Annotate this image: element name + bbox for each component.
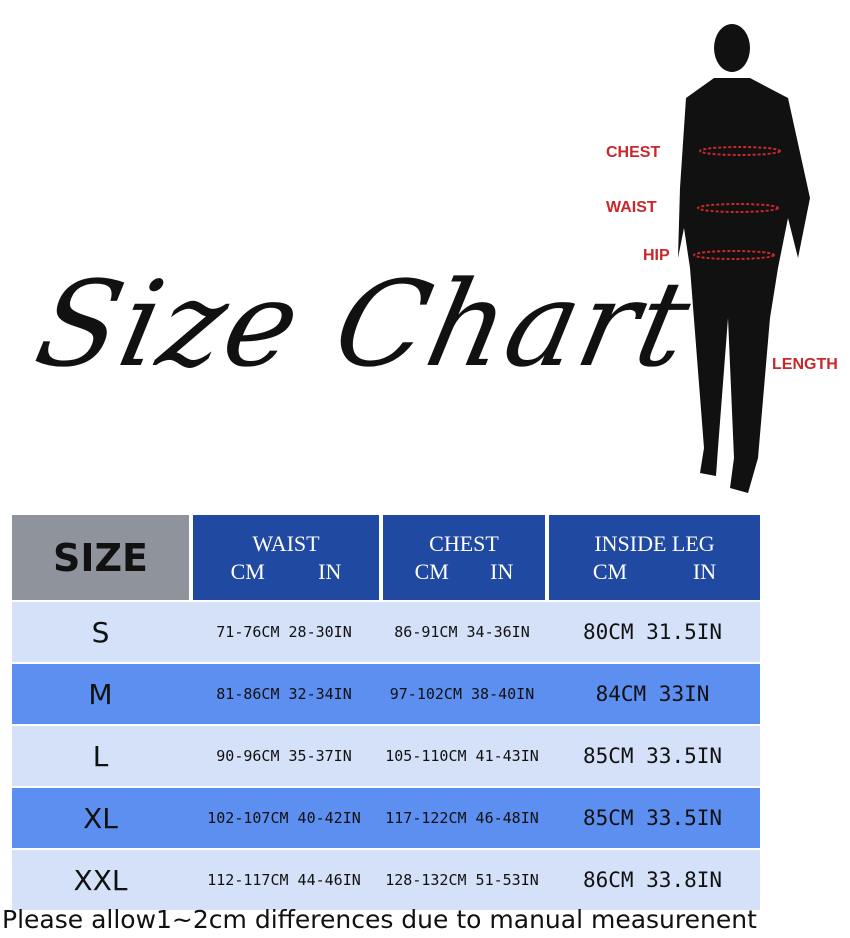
table-row: XL 102-107CM 40-42IN 117-122CM 46-48IN 85CM… [12, 786, 760, 848]
chest-cell: 117-122CM 46-48IN [379, 786, 545, 848]
in-label: IN [318, 558, 342, 584]
size-cell: XXL [12, 848, 189, 910]
inside-leg-header: INSIDE LEG CM IN [545, 515, 760, 600]
size-cell: L [12, 724, 189, 786]
inside-leg-cell: 84CM 33IN [545, 662, 760, 724]
waist-cell: 102-107CM 40-42IN [189, 786, 379, 848]
man-silhouette-icon [678, 24, 810, 493]
table-row: XXL 112-117CM 44-46IN 128-132CM 51-53IN 86C… [12, 848, 760, 910]
size-cell: S [12, 600, 189, 662]
in-label: IN [490, 558, 514, 584]
size-cell: M [12, 662, 189, 724]
measurement-note: Please allow1~2cm differences due to man… [2, 905, 757, 934]
inside-leg-cell: 80CM 31.5IN [545, 600, 760, 662]
waist-header-label: WAIST [252, 530, 320, 556]
size-cell: XL [12, 786, 189, 848]
chest-header-label: CHEST [429, 530, 499, 556]
table-row: M 81-86CM 32-34IN 97-102CM 38-40IN 84CM 33I… [12, 662, 760, 724]
size-chart-title: Size Chart [25, 255, 704, 393]
in-label: IN [692, 558, 717, 584]
waist-cell: 71-76CM 28-30IN [189, 600, 379, 662]
inside-leg-header-label: INSIDE LEG [594, 530, 715, 556]
hip-label: HIP [643, 247, 670, 264]
inside-leg-cell: 85CM 33.5IN [545, 724, 760, 786]
chest-label: CHEST [606, 144, 661, 161]
chest-cell: 97-102CM 38-40IN [379, 662, 545, 724]
waist-cell: 112-117CM 44-46IN [189, 848, 379, 910]
length-label: LENGTH [772, 356, 838, 373]
size-header: SIZE [12, 515, 189, 600]
table-row: L 90-96CM 35-37IN 105-110CM 41-43IN 85CM 33… [12, 724, 760, 786]
chest-header: CHEST CM IN [379, 515, 545, 600]
table-header-row: SIZE WAIST CM IN CHEST CM IN INSIDE LEG CM IN [12, 515, 760, 600]
inside-leg-cell: 86CM 33.8IN [545, 848, 760, 910]
waist-header: WAIST CM IN [189, 515, 379, 600]
waist-cell: 81-86CM 32-34IN [189, 662, 379, 724]
table-row: S 71-76CM 28-30IN 86-91CM 34-36IN 80CM 31.5… [12, 600, 760, 662]
chest-cell: 105-110CM 41-43IN [379, 724, 545, 786]
chest-cell: 128-132CM 51-53IN [379, 848, 545, 910]
cm-label: CM [414, 558, 449, 584]
size-table: SIZE WAIST CM IN CHEST CM IN INSIDE LEG CM IN … [12, 515, 760, 910]
inside-leg-cell: 85CM 33.5IN [545, 786, 760, 848]
cm-label: CM [592, 558, 628, 584]
waist-cell: 90-96CM 35-37IN [189, 724, 379, 786]
waist-label: WAIST [606, 199, 657, 216]
cm-label: CM [230, 558, 265, 584]
chest-cell: 86-91CM 34-36IN [379, 600, 545, 662]
